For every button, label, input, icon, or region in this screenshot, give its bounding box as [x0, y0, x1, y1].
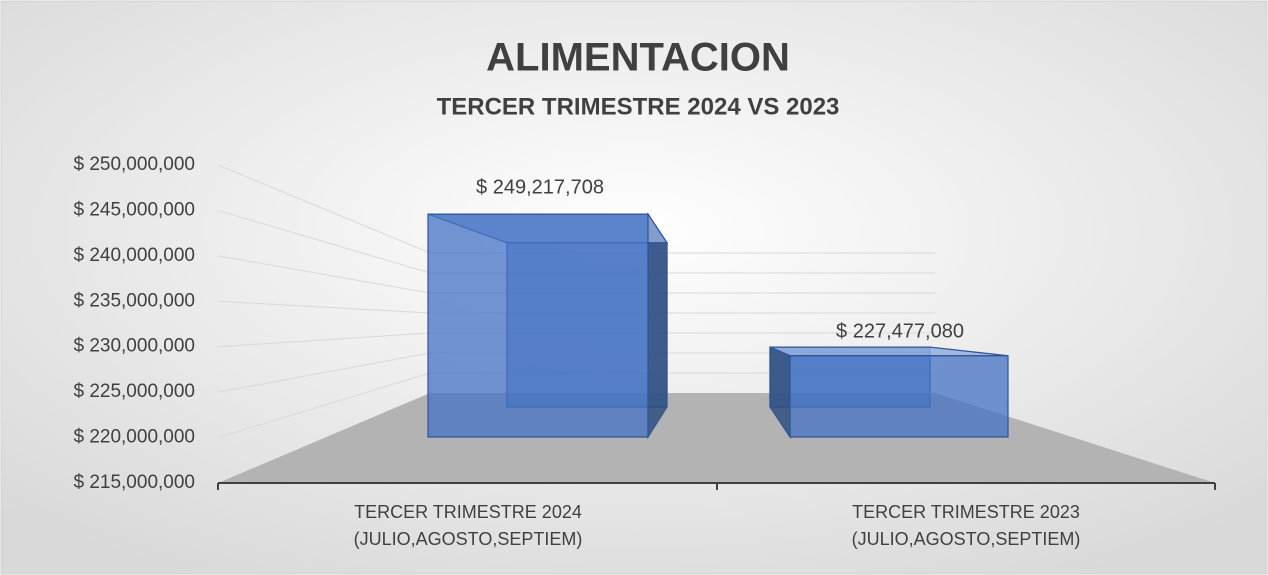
grid-line	[217, 300, 431, 314]
y-tick-label: $ 220,000,000	[73, 427, 195, 448]
x-tick-label: TERCER TRIMESTRE 2024 (JULIO,AGOSTO,SEPT…	[353, 502, 583, 549]
chart-title: ALIMENTACION	[486, 36, 790, 80]
y-tick-label: $ 225,000,000	[73, 381, 195, 402]
grid-line	[217, 164, 431, 254]
data-label: $ 227,477,080	[836, 320, 964, 342]
bar-front	[789, 355, 1009, 438]
y-tick-label: $ 235,000,000	[73, 290, 195, 311]
grid-line	[217, 352, 431, 393]
bar-side	[647, 212, 668, 440]
y-tick-label: $ 230,000,000	[73, 336, 195, 357]
y-tick-label: $ 245,000,000	[73, 199, 195, 220]
y-tick-label: $ 240,000,000	[73, 245, 195, 266]
chart-subtitle: TERCER TRIMESTRE 2024 VS 2023	[437, 93, 840, 120]
x-tick-label: TERCER TRIMESTRE 2023 (JULIO,AGOSTO,SEPT…	[851, 502, 1081, 549]
y-tick-label: $ 250,000,000	[73, 154, 195, 175]
grid-line	[217, 332, 431, 348]
grid-line	[217, 209, 431, 274]
grid-line	[217, 255, 431, 294]
y-tick-label: $ 215,000,000	[73, 472, 195, 493]
grid-line	[217, 372, 431, 439]
data-label: $ 249,217,708	[476, 176, 604, 198]
bar-front	[427, 213, 649, 438]
